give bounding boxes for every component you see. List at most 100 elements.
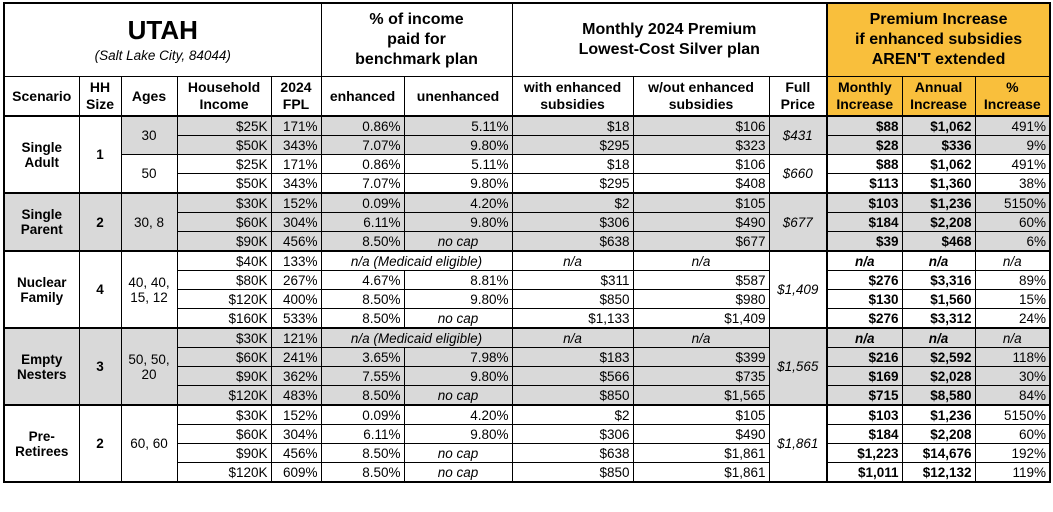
cell: $323 <box>632 135 770 155</box>
cell: $295 <box>511 173 634 194</box>
text-line: 40, 40, <box>128 274 170 290</box>
full-price: $1,409 <box>768 250 828 329</box>
column-header-row: Scenario HH Size Ages Household Income 2024 FPL… <box>3 76 1051 117</box>
cell: $1,409 <box>632 308 770 329</box>
cell: 8.50% <box>320 289 405 309</box>
cell: 7.55% <box>320 366 405 386</box>
cell: 7.07% <box>320 173 405 194</box>
cell: $184 <box>826 212 903 232</box>
cell: $638 <box>511 231 634 252</box>
cell: 9.80% <box>403 173 513 194</box>
cell: 362% <box>270 366 322 386</box>
text-line: 50, 50, <box>128 351 170 367</box>
cell: $311 <box>511 270 634 290</box>
text-line: Lowest-Cost Silver plan <box>578 41 760 58</box>
cell: 0.86% <box>320 115 405 136</box>
cell: $50K <box>176 173 272 194</box>
column-header: HH Size <box>78 76 122 117</box>
data-row: $60K 241% 3.65% 7.98% $183 $399 $216 $2,592 118% <box>4 347 1051 367</box>
text-line: 30 <box>141 128 157 143</box>
text-line: Empty <box>21 351 63 367</box>
text-line: 20 <box>141 366 157 382</box>
cell: $715 <box>826 385 903 406</box>
cell: 8.81% <box>403 270 513 290</box>
cell: 8.50% <box>320 462 405 483</box>
cell: $120K <box>176 462 272 483</box>
text-line: Single <box>21 207 62 222</box>
cell: 24% <box>974 308 1051 329</box>
text-line: 60, 60 <box>130 436 168 451</box>
cell: $25K <box>176 115 272 136</box>
text-line: % of income <box>369 11 464 28</box>
cell: $40K <box>176 250 272 271</box>
cell: $103 <box>826 192 903 213</box>
cell: $169 <box>826 366 903 386</box>
cell: n/a <box>511 327 634 348</box>
cell: 9.80% <box>403 135 513 155</box>
cell: 171% <box>270 115 322 136</box>
cell: $90K <box>176 231 272 252</box>
cell: $2 <box>511 404 634 425</box>
cell: 7.98% <box>403 347 513 367</box>
cell: $2,028 <box>901 366 976 386</box>
cell: $105 <box>632 404 770 425</box>
cell: $587 <box>632 270 770 290</box>
data-row: Nuclear Family 4 40, 40, 15, 12 $40K 133% n/a (… <box>3 250 1051 329</box>
cell: 8.50% <box>320 308 405 329</box>
text-line: Ages <box>131 87 167 104</box>
cell: $1,223 <box>826 443 903 463</box>
cell: n/a <box>632 327 770 348</box>
cell: n/a <box>826 250 903 271</box>
data-row: $50K 343% 7.07% 9.80% $295 $408 $113 $1,360 38% <box>4 173 1051 194</box>
cell: $3,316 <box>901 270 976 290</box>
scenario: Pre- Retirees <box>3 404 80 483</box>
ages: 60, 60 <box>120 404 178 483</box>
cell: $105 <box>632 192 770 213</box>
cell: $1,133 <box>511 308 634 329</box>
cell: 5.11% <box>403 115 513 136</box>
text-line: Family <box>20 289 64 305</box>
cell: n/a <box>632 250 770 271</box>
cell: $25K <box>176 154 272 174</box>
text-line: Nuclear <box>16 274 67 290</box>
cell: 609% <box>270 462 322 483</box>
scenario: Single Parent <box>3 192 80 252</box>
ages: 50 <box>120 154 178 194</box>
cell: $850 <box>511 289 634 309</box>
cell: $2 <box>511 192 634 213</box>
data-row: $60K 304% 6.11% 9.80% $306 $490 $184 $2,208 60% <box>4 212 1051 232</box>
cell: $980 <box>632 289 770 309</box>
cell: $113 <box>826 173 903 194</box>
group-header: % of income paid for benchmark plan <box>320 2 513 77</box>
cell: 4.20% <box>403 192 513 213</box>
hh-size: 4 <box>78 250 122 329</box>
cell: 491% <box>974 115 1051 136</box>
cell: 456% <box>270 443 322 463</box>
text-line: Monthly <box>837 79 892 95</box>
cell: 60% <box>974 424 1051 444</box>
cell: $408 <box>632 173 770 194</box>
cell: $306 <box>511 424 634 444</box>
cell: n/a <box>901 327 976 348</box>
cell: $216 <box>826 347 903 367</box>
cell: 9.80% <box>403 212 513 232</box>
cell: 533% <box>270 308 322 329</box>
cell: n/a <box>974 250 1051 271</box>
cell: 5150% <box>974 404 1051 425</box>
cell: $183 <box>511 347 634 367</box>
cell: 38% <box>974 173 1051 194</box>
cell: 400% <box>270 289 322 309</box>
cell: $850 <box>511 385 634 406</box>
data-row: $90K 362% 7.55% 9.80% $566 $735 $169 $2,028 30% <box>4 366 1051 386</box>
cell: 9% <box>974 135 1051 155</box>
cell: $1,360 <box>901 173 976 194</box>
cell: 6.11% <box>320 212 405 232</box>
cell: 133% <box>270 250 322 271</box>
cell: 5.11% <box>403 154 513 174</box>
cell: 30% <box>974 366 1051 386</box>
text-line: 50 <box>141 166 157 181</box>
data-row: 50 $25K 171% 0.86% 5.11% $18 $106 $660 $88 $1,062… <box>4 154 1051 194</box>
ages: 50, 50, 20 <box>120 327 178 406</box>
cell: $490 <box>632 212 770 232</box>
cell: no cap <box>403 462 513 483</box>
